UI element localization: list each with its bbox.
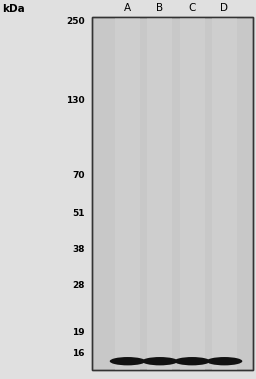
Text: 38: 38: [72, 244, 84, 254]
Ellipse shape: [174, 357, 210, 365]
Bar: [92, 17, 253, 370]
Bar: [212, 17, 237, 370]
Bar: [115, 17, 140, 370]
Text: 70: 70: [72, 171, 84, 180]
Text: 28: 28: [72, 281, 84, 290]
Bar: [147, 17, 172, 370]
Text: 130: 130: [66, 96, 84, 105]
Bar: [180, 17, 205, 370]
Text: 250: 250: [66, 17, 84, 26]
Text: 51: 51: [72, 209, 84, 218]
Ellipse shape: [110, 357, 146, 365]
Ellipse shape: [142, 357, 178, 365]
Ellipse shape: [207, 357, 242, 365]
Text: 16: 16: [72, 349, 84, 358]
Text: 19: 19: [72, 328, 84, 337]
Text: kDa: kDa: [3, 5, 25, 14]
Text: D: D: [220, 3, 228, 13]
Bar: [92, 17, 253, 370]
Text: C: C: [188, 3, 196, 13]
Text: A: A: [124, 3, 131, 13]
Text: B: B: [156, 3, 164, 13]
